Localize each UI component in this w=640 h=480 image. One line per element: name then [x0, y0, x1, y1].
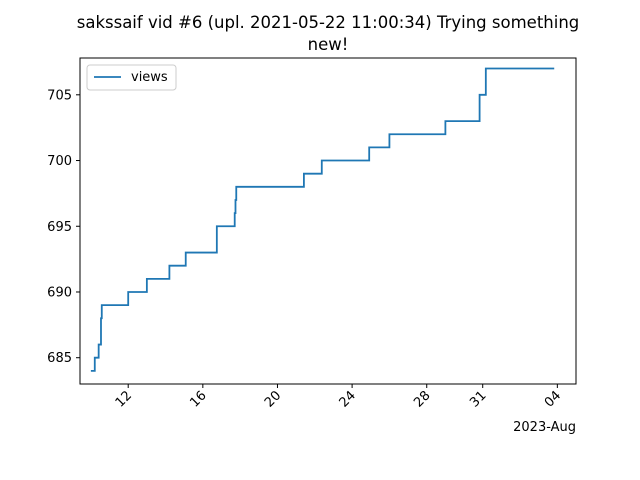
axes-frame: [79, 57, 577, 385]
y-axis: 685 690 695 700 705: [47, 88, 80, 366]
y-tick-label: 700: [47, 154, 72, 169]
y-tick-label: 695: [47, 220, 72, 235]
legend-label-views: views: [131, 70, 168, 85]
y-tick-label: 690: [47, 285, 72, 300]
y-tick-label: 705: [47, 88, 72, 103]
legend: views: [86, 64, 177, 91]
plot-area: [90, 67, 555, 372]
legend-box: [86, 64, 177, 91]
x-axis-offset-label: 2023-Aug: [513, 420, 576, 435]
chart-title-line-1: sakssaif vid #6 (upl. 2021-05-22 11:00:3…: [77, 13, 580, 32]
x-axis: 12 16 20 24 28 31 04: [113, 384, 564, 411]
series-line-views: [90, 67, 555, 372]
chart-title-line-2: new!: [308, 35, 349, 54]
y-tick-label: 685: [47, 351, 72, 366]
